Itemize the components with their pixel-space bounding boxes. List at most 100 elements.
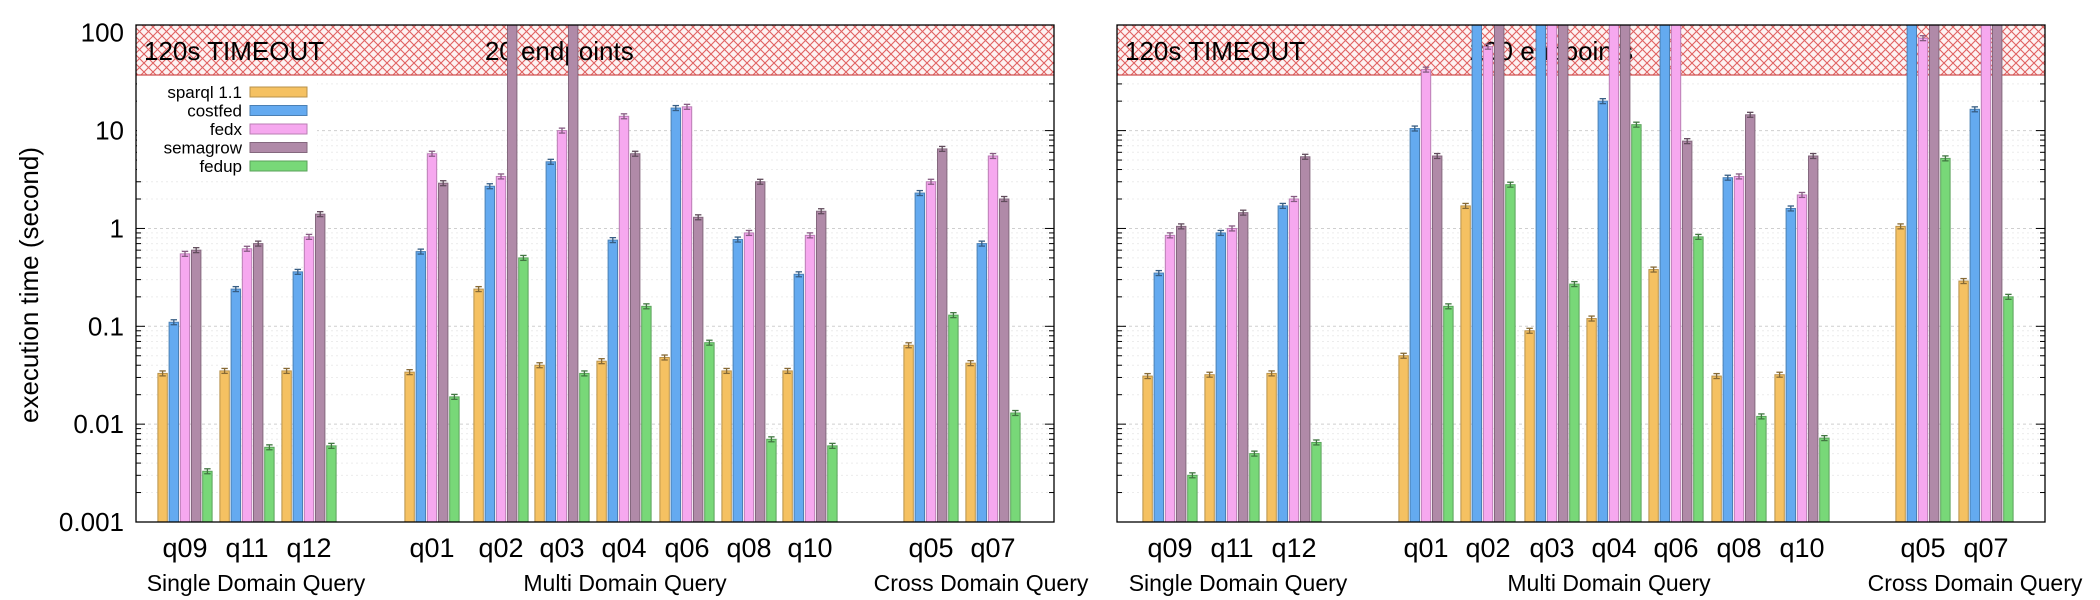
plot-frame — [1116, 24, 2046, 523]
bar-q09-fedx — [1164, 234, 1176, 523]
y-tick-label: 1 — [110, 213, 124, 243]
x-tick-label: q02 — [478, 533, 523, 563]
bar-q11-sparql-1-1 — [1204, 374, 1215, 523]
bar-q05-costfed — [1906, 24, 1917, 523]
bar-q02-fedup — [518, 257, 529, 523]
x-tick-label: q08 — [726, 533, 771, 563]
bar-q09-fedx — [179, 253, 191, 523]
bar-q08-costfed — [1722, 177, 1733, 523]
x-tick-label: q07 — [970, 533, 1015, 563]
x-tick-label: q11 — [225, 533, 268, 563]
bar-q11-sparql-1-1 — [219, 370, 230, 523]
bar-q07-semagrow — [999, 198, 1010, 523]
bar-q02-sparql-1-1 — [473, 288, 484, 523]
bar-q12-sparql-1-1 — [281, 370, 292, 523]
bar-q06-sparql-1-1 — [659, 356, 670, 523]
y-tick-label: 0.001 — [59, 507, 124, 537]
bar-q08-semagrow — [1745, 114, 1756, 523]
bar-q02-fedx — [1482, 46, 1494, 523]
bar-q11-fedx — [1226, 227, 1238, 523]
bar-q04-costfed — [1597, 100, 1608, 523]
bar-q04-sparql-1-1 — [596, 360, 607, 523]
bar-q10-fedx — [804, 234, 816, 523]
legend-label: semagrow — [164, 139, 243, 158]
x-tick-label: q01 — [409, 533, 454, 563]
y-tick-label: 10 — [95, 116, 124, 146]
x-tick-label: q02 — [1465, 533, 1510, 563]
bar-q09-sparql-1-1 — [1142, 375, 1153, 523]
legend-label: fedx — [210, 120, 243, 139]
bar-q05-fedup — [948, 314, 959, 523]
x-tick-label: q09 — [162, 533, 207, 563]
bar-q02-fedx — [495, 175, 507, 523]
bar-q03-semagrow — [568, 24, 579, 523]
group-label: Multi Domain Query — [523, 570, 727, 596]
bar-q08-sparql-1-1 — [721, 370, 732, 523]
bar-q01-costfed — [415, 251, 427, 523]
timeout-hatch — [1117, 25, 2045, 75]
bar-q01-fedup — [1443, 305, 1454, 523]
x-tick-label: q12 — [1271, 533, 1316, 563]
bar-q02-semagrow — [1494, 24, 1505, 523]
bar-q05-sparql-1-1 — [1895, 225, 1906, 523]
y-tick-label: 0.01 — [73, 409, 124, 439]
legend-label: fedup — [199, 157, 242, 176]
bar-q11-semagrow — [253, 243, 264, 523]
bar-q06-fedx — [1670, 24, 1682, 523]
bar-q07-fedup — [2003, 296, 2014, 523]
bar-q05-fedup — [1940, 157, 1951, 523]
x-tick-label: q09 — [1147, 533, 1192, 563]
bar-q02-semagrow — [507, 24, 518, 523]
timeout-label: 120s TIMEOUT — [1125, 36, 1305, 66]
x-tick-label: q04 — [601, 533, 646, 563]
bar-q12-fedup — [1311, 441, 1322, 523]
legend-swatch — [249, 123, 308, 135]
bar-q10-fedup — [1819, 437, 1830, 523]
x-tick-label: q07 — [1963, 533, 2008, 563]
x-tick-label: q06 — [664, 533, 709, 563]
bar-q10-sparql-1-1 — [1774, 374, 1785, 523]
bar-q04-fedx — [618, 115, 630, 523]
group-label: Cross Domain Query — [1868, 570, 2083, 596]
bar-q09-semagrow — [1176, 225, 1187, 523]
bar-q07-costfed — [976, 243, 987, 523]
bar-q01-costfed — [1409, 128, 1420, 523]
bar-q08-sparql-1-1 — [1711, 375, 1722, 523]
bar-q03-fedup — [579, 372, 590, 523]
bar-q02-costfed — [1471, 24, 1482, 523]
bar-q10-costfed — [793, 273, 804, 523]
legend-swatch — [249, 105, 308, 116]
bar-q01-fedx — [426, 153, 438, 523]
bar-q01-fedx — [1420, 69, 1432, 523]
bar-q10-semagrow — [816, 210, 827, 523]
bar-q07-fedup — [1010, 412, 1021, 523]
x-tick-label: q06 — [1653, 533, 1698, 563]
bar-q01-semagrow — [438, 182, 449, 523]
plot-frame — [135, 24, 1055, 523]
bar-q08-fedup — [1756, 415, 1767, 523]
y-axis-title: execution time (second) — [14, 147, 44, 423]
bar-q05-semagrow — [1929, 24, 1940, 523]
bar-q06-fedx — [681, 106, 693, 523]
bar-q12-semagrow — [1300, 156, 1311, 523]
bar-q04-costfed — [607, 239, 618, 523]
x-tick-label: q10 — [787, 533, 832, 563]
bar-q10-fedx — [1796, 194, 1808, 523]
x-tick-label: q03 — [539, 533, 584, 563]
x-tick-label: q11 — [1210, 533, 1253, 563]
group-label: Multi Domain Query — [1507, 570, 1711, 596]
bar-q02-fedup — [1505, 184, 1516, 523]
x-tick-label: q05 — [908, 533, 953, 563]
bar-q10-semagrow — [1808, 155, 1819, 523]
bar-q02-sparql-1-1 — [1460, 205, 1471, 523]
bar-q07-fedx — [1980, 24, 1992, 523]
group-label: Single Domain Query — [147, 570, 366, 596]
bar-q03-sparql-1-1 — [534, 364, 545, 523]
bar-q07-sparql-1-1 — [1958, 280, 1969, 523]
bar-q10-costfed — [1785, 207, 1796, 523]
bar-q11-semagrow — [1238, 212, 1249, 523]
bar-q01-fedup — [449, 396, 460, 523]
bar-q05-semagrow — [937, 148, 948, 523]
legend-label: costfed — [187, 102, 242, 121]
